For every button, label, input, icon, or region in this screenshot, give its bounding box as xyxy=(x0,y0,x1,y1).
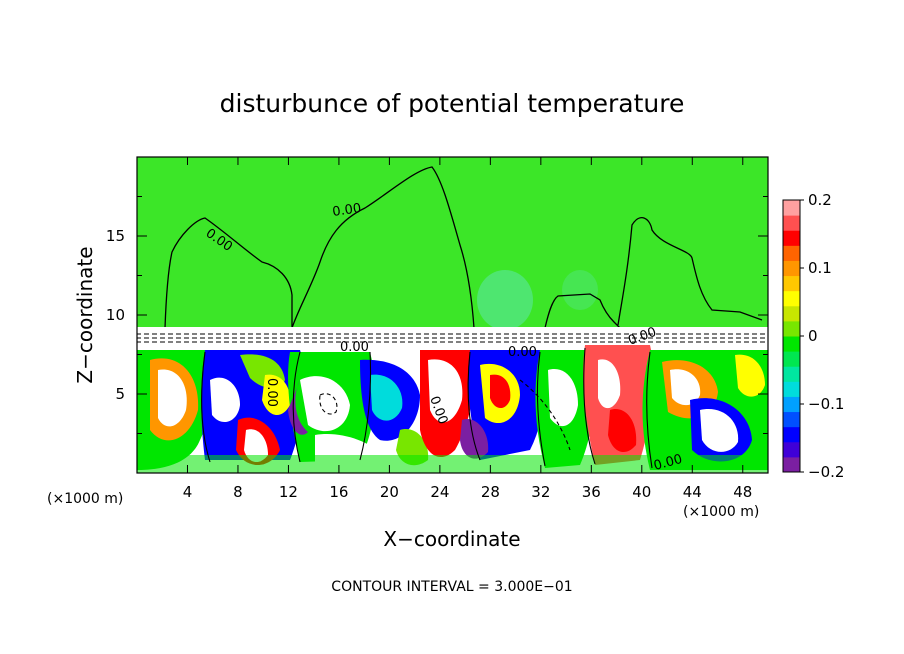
colorbar-swatch xyxy=(783,245,800,261)
y-axis-label: Z−coordinate xyxy=(73,246,97,383)
colorbar xyxy=(782,199,801,473)
contour-interval-note: CONTOUR INTERVAL = 3.000E−01 xyxy=(331,579,572,595)
y-tick-label: 10 xyxy=(106,306,125,324)
inversion-band xyxy=(137,327,768,344)
x-tick-label: 48 xyxy=(733,483,752,501)
colorbar-swatch xyxy=(783,275,800,292)
turbulence-blobs xyxy=(137,345,768,473)
colorbar-tick-label: −0.2 xyxy=(808,463,844,481)
colorbar-swatch xyxy=(783,351,800,367)
colorbar-swatch xyxy=(783,260,800,277)
colorbar-swatch xyxy=(783,290,800,307)
plot-area xyxy=(137,157,768,473)
colorbar-tick-label: 0.1 xyxy=(808,259,832,277)
x-tick-label: 24 xyxy=(430,483,449,501)
lower-contours xyxy=(201,347,653,469)
upper-anomaly xyxy=(562,270,598,310)
y-tick-label: 15 xyxy=(106,227,125,245)
zero-contour xyxy=(291,166,475,329)
colorbar-swatch xyxy=(783,441,800,458)
chart-title: disturbunce of potential temperature xyxy=(220,89,685,118)
x-tick-label: 20 xyxy=(380,483,399,501)
contour-label: 0.00 xyxy=(652,452,684,474)
colorbar-swatch xyxy=(783,411,800,428)
colorbar-swatch xyxy=(783,305,800,322)
x-tick-label: 4 xyxy=(183,483,193,501)
x-axis: 4 8 12 16 20 24 28 32 36 40 44 48 xyxy=(183,157,752,501)
x-tick-label: 40 xyxy=(632,483,651,501)
colorbar-swatch xyxy=(783,426,800,443)
colorbar-swatch xyxy=(783,200,800,216)
colorbar-tick-label: −0.1 xyxy=(808,395,844,413)
colorbar-swatch xyxy=(783,320,800,337)
colorbar-swatch xyxy=(783,215,800,231)
inversion-band-top xyxy=(137,327,768,331)
colorbar-tick-label: 0.2 xyxy=(808,191,832,209)
x-tick-label: 36 xyxy=(582,483,601,501)
contour-label: 0.00 xyxy=(508,345,537,360)
zero-contour xyxy=(544,293,621,329)
x-tick-label: 12 xyxy=(279,483,298,501)
x-tick-label: 32 xyxy=(531,483,550,501)
x-tick-label: 16 xyxy=(329,483,348,501)
upper-anomaly xyxy=(477,270,533,330)
colorbar-tick-label: 0 xyxy=(808,327,818,345)
colorbar-swatch xyxy=(783,230,800,246)
colorbar-ticks: 0.2 0.1 0 −0.1 −0.2 xyxy=(800,191,844,481)
x-unit-left: (×1000 m) xyxy=(47,491,123,507)
colorbar-swatch xyxy=(783,456,800,473)
colorbar-swatch xyxy=(783,336,800,352)
zero-contour xyxy=(164,217,293,329)
x-axis-label: X−coordinate xyxy=(383,527,520,551)
colorbar-swatch xyxy=(783,366,800,382)
colorbar-swatch xyxy=(783,381,800,397)
x-tick-label: 8 xyxy=(233,483,243,501)
y-tick-label: 5 xyxy=(115,385,125,403)
x-tick-label: 44 xyxy=(683,483,702,501)
zero-contour xyxy=(617,217,763,326)
y-axis: 5 10 15 xyxy=(106,196,768,434)
colorbar-swatch xyxy=(783,396,800,413)
contour-label: 0.00 xyxy=(331,201,362,220)
x-unit-right: (×1000 m) xyxy=(683,504,759,520)
x-tick-label: 28 xyxy=(481,483,500,501)
contour-label: 0.00 xyxy=(340,340,369,355)
contour-label: 0.00 xyxy=(264,378,279,407)
